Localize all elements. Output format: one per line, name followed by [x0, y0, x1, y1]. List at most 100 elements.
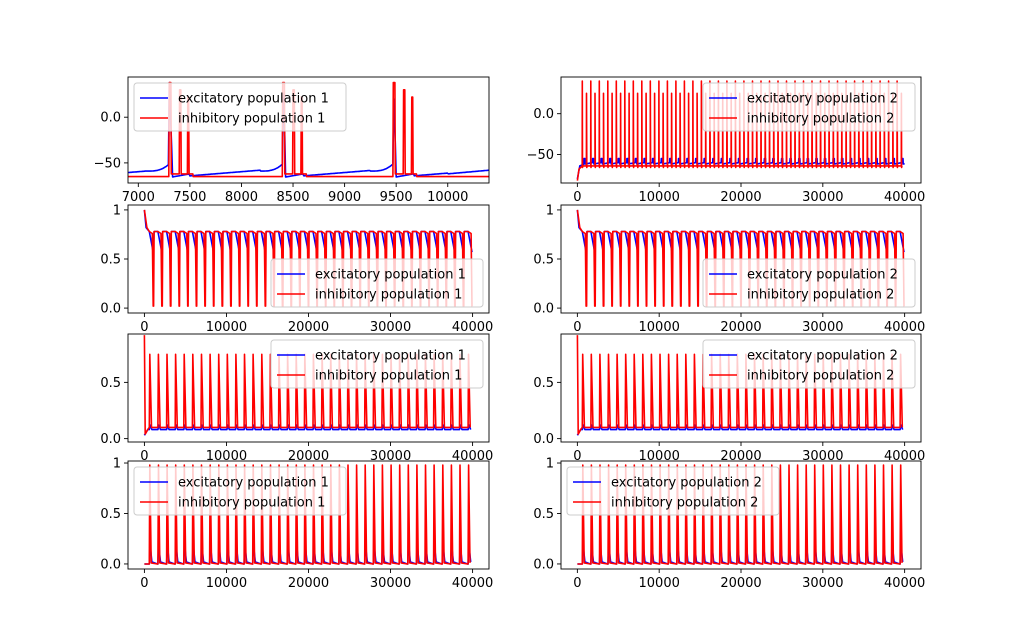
legend-label: excitatory population 2: [747, 92, 898, 107]
legend-box: [133, 82, 347, 132]
y-tick-label: 1: [113, 203, 121, 218]
x-tick-label: 40000: [452, 576, 493, 591]
x-tick-label: 8500: [276, 190, 309, 205]
series-line-inhibitory: [144, 464, 471, 565]
x-tick-label: 0: [140, 449, 148, 464]
x-tick-label: 10000: [427, 190, 468, 205]
legend-label: excitatory population 2: [747, 268, 898, 283]
y-tick-label: 0.5: [533, 376, 554, 391]
x-tick-label: 30000: [802, 576, 843, 591]
subplot-r4c1: 0 10000 20000 30000 40000 0.0 0.5 1 excitatory p…: [100, 457, 493, 591]
legend-label: excitatory population 1: [315, 268, 466, 283]
y-tick-label: 1: [546, 457, 554, 472]
x-tick-label: 0: [573, 449, 581, 464]
legend-label: excitatory population 2: [747, 349, 898, 364]
x-tick-label: 10000: [639, 576, 680, 591]
x-tick-label: 0: [573, 190, 581, 205]
x-tick-label: 30000: [370, 576, 411, 591]
x-tick-label: 0: [573, 320, 581, 335]
legend-label: excitatory population 1: [178, 92, 329, 107]
x-tick-label: 30000: [370, 320, 411, 335]
x-tick-label: 20000: [288, 449, 329, 464]
x-tick-label: 20000: [288, 576, 329, 591]
x-tick-label: 9000: [328, 190, 361, 205]
x-tick-label: 9500: [380, 190, 413, 205]
x-tick-label: 10000: [206, 576, 247, 591]
legend-label: inhibitory population 2: [747, 288, 894, 303]
y-tick-label: 0.0: [533, 432, 554, 447]
x-tick-label: 10000: [639, 190, 680, 205]
subplot-r1c1: 7000 7500 8000 8500 9000 9500 10000 0.0 −50 excit…: [94, 76, 490, 205]
subplot-r1c2: 0 10000 20000 30000 40000 0.0 −50 excitatory po…: [527, 76, 925, 205]
legend-box: [566, 466, 780, 516]
legend-box: [270, 258, 484, 308]
series-line-inhibitory: [577, 464, 903, 565]
x-tick-label: 40000: [452, 320, 493, 335]
x-tick-label: 0: [573, 576, 581, 591]
legend: excitatory population 1 inhibitory popula…: [133, 466, 347, 516]
subplot-r3c2: 0 10000 20000 30000 40000 0.0 0.5 excitatory po…: [533, 333, 925, 464]
x-tick-label: 40000: [452, 449, 493, 464]
y-tick-label: −50: [94, 156, 121, 171]
x-tick-label: 30000: [802, 449, 843, 464]
legend: excitatory population 2 inhibitory popula…: [702, 258, 916, 308]
y-tick-label: 0.0: [100, 557, 121, 572]
legend-box: [702, 258, 916, 308]
x-tick-label: 30000: [802, 190, 843, 205]
y-tick-label: 0.0: [533, 557, 554, 572]
x-tick-label: 30000: [802, 320, 843, 335]
y-tick-label: 1: [113, 457, 121, 472]
x-tick-label: 10000: [639, 320, 680, 335]
x-tick-label: 0: [140, 576, 148, 591]
legend-box: [270, 339, 484, 389]
y-tick-label: 0.5: [533, 253, 554, 268]
legend-label: inhibitory population 1: [178, 112, 325, 127]
y-tick-label: 0.5: [533, 507, 554, 522]
legend: excitatory population 1 inhibitory popula…: [270, 339, 484, 389]
legend-box: [702, 339, 916, 389]
x-tick-label: 7000: [122, 190, 155, 205]
subplot-r2c2: 0 10000 20000 30000 40000 0.0 0.5 1 excitatory p…: [533, 203, 925, 335]
y-tick-label: 0.0: [533, 302, 554, 317]
axes-frame: [127, 76, 490, 184]
series-line-inhibitory: [576, 80, 903, 181]
y-tick-label: 0.5: [100, 507, 121, 522]
legend: excitatory population 1 inhibitory popula…: [133, 82, 347, 132]
x-tick-label: 8000: [225, 190, 258, 205]
x-tick-label: 7500: [173, 190, 206, 205]
x-tick-label: 10000: [206, 449, 247, 464]
x-tick-label: 40000: [884, 190, 925, 205]
x-tick-label: 40000: [884, 576, 925, 591]
x-tick-label: 20000: [288, 320, 329, 335]
legend-box: [133, 466, 347, 516]
x-tick-label: 10000: [206, 320, 247, 335]
legend: excitatory population 2 inhibitory popula…: [566, 466, 780, 516]
legend-label: inhibitory population 1: [178, 496, 325, 511]
legend-label: excitatory population 1: [315, 349, 466, 364]
legend-label: inhibitory population 1: [315, 369, 462, 384]
legend-label: inhibitory population 1: [315, 288, 462, 303]
x-tick-label: 40000: [884, 449, 925, 464]
x-tick-label: 20000: [720, 190, 761, 205]
legend: excitatory population 2 inhibitory popula…: [702, 339, 916, 389]
y-tick-label: −50: [527, 148, 554, 163]
legend: excitatory population 2 inhibitory popula…: [702, 82, 916, 132]
legend-label: excitatory population 2: [611, 476, 762, 491]
y-tick-label: 0.0: [100, 111, 121, 126]
legend-label: inhibitory population 2: [747, 112, 894, 127]
x-tick-label: 20000: [720, 320, 761, 335]
legend-label: inhibitory population 2: [747, 369, 894, 384]
x-tick-label: 20000: [720, 576, 761, 591]
x-tick-label: 40000: [884, 320, 925, 335]
legend-box: [702, 82, 916, 132]
subplot-r4c2: 0 10000 20000 30000 40000 0.0 0.5 1 excitatory p…: [533, 457, 925, 591]
y-tick-label: 0.0: [100, 302, 121, 317]
y-tick-label: 0.5: [100, 376, 121, 391]
y-tick-label: 0.0: [100, 432, 121, 447]
x-tick-label: 10000: [639, 449, 680, 464]
legend: excitatory population 1 inhibitory popula…: [270, 258, 484, 308]
legend-label: excitatory population 1: [178, 476, 329, 491]
y-tick-label: 0.0: [533, 107, 554, 122]
y-tick-label: 0.5: [100, 253, 121, 268]
legend-label: inhibitory population 2: [611, 496, 758, 511]
